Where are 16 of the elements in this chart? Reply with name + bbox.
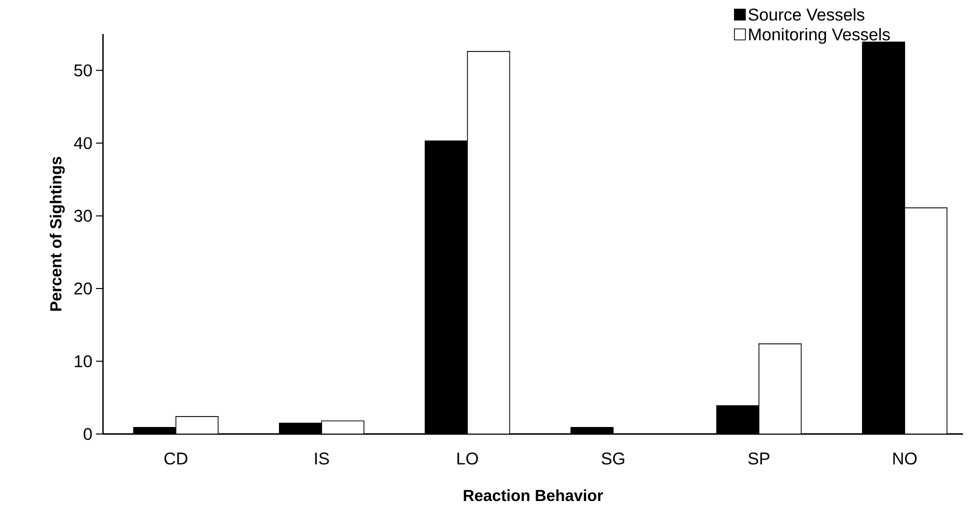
y-tick-label: 30 bbox=[74, 210, 92, 222]
y-axis-title: Percent of Sightings bbox=[50, 156, 65, 311]
x-tick-label: LO bbox=[457, 452, 478, 465]
y-tick-label: 0 bbox=[84, 428, 92, 440]
x-tick-label: SG bbox=[602, 452, 624, 465]
x-tick-label: NO bbox=[893, 452, 917, 465]
y-tick-label: 20 bbox=[74, 282, 92, 295]
x-tick-label: IS bbox=[315, 452, 329, 465]
x-axis-title: Reaction Behavior bbox=[464, 489, 603, 502]
y-tick-label: 40 bbox=[74, 137, 92, 150]
x-tick-label: SP bbox=[748, 452, 770, 465]
legend-label: Source Vessels bbox=[748, 8, 864, 21]
x-tick-label: CD bbox=[164, 452, 188, 465]
legend-label: Monitoring Vessels bbox=[749, 28, 890, 44]
y-tick-label: 10 bbox=[74, 355, 92, 368]
y-tick-label: 50 bbox=[74, 64, 92, 76]
